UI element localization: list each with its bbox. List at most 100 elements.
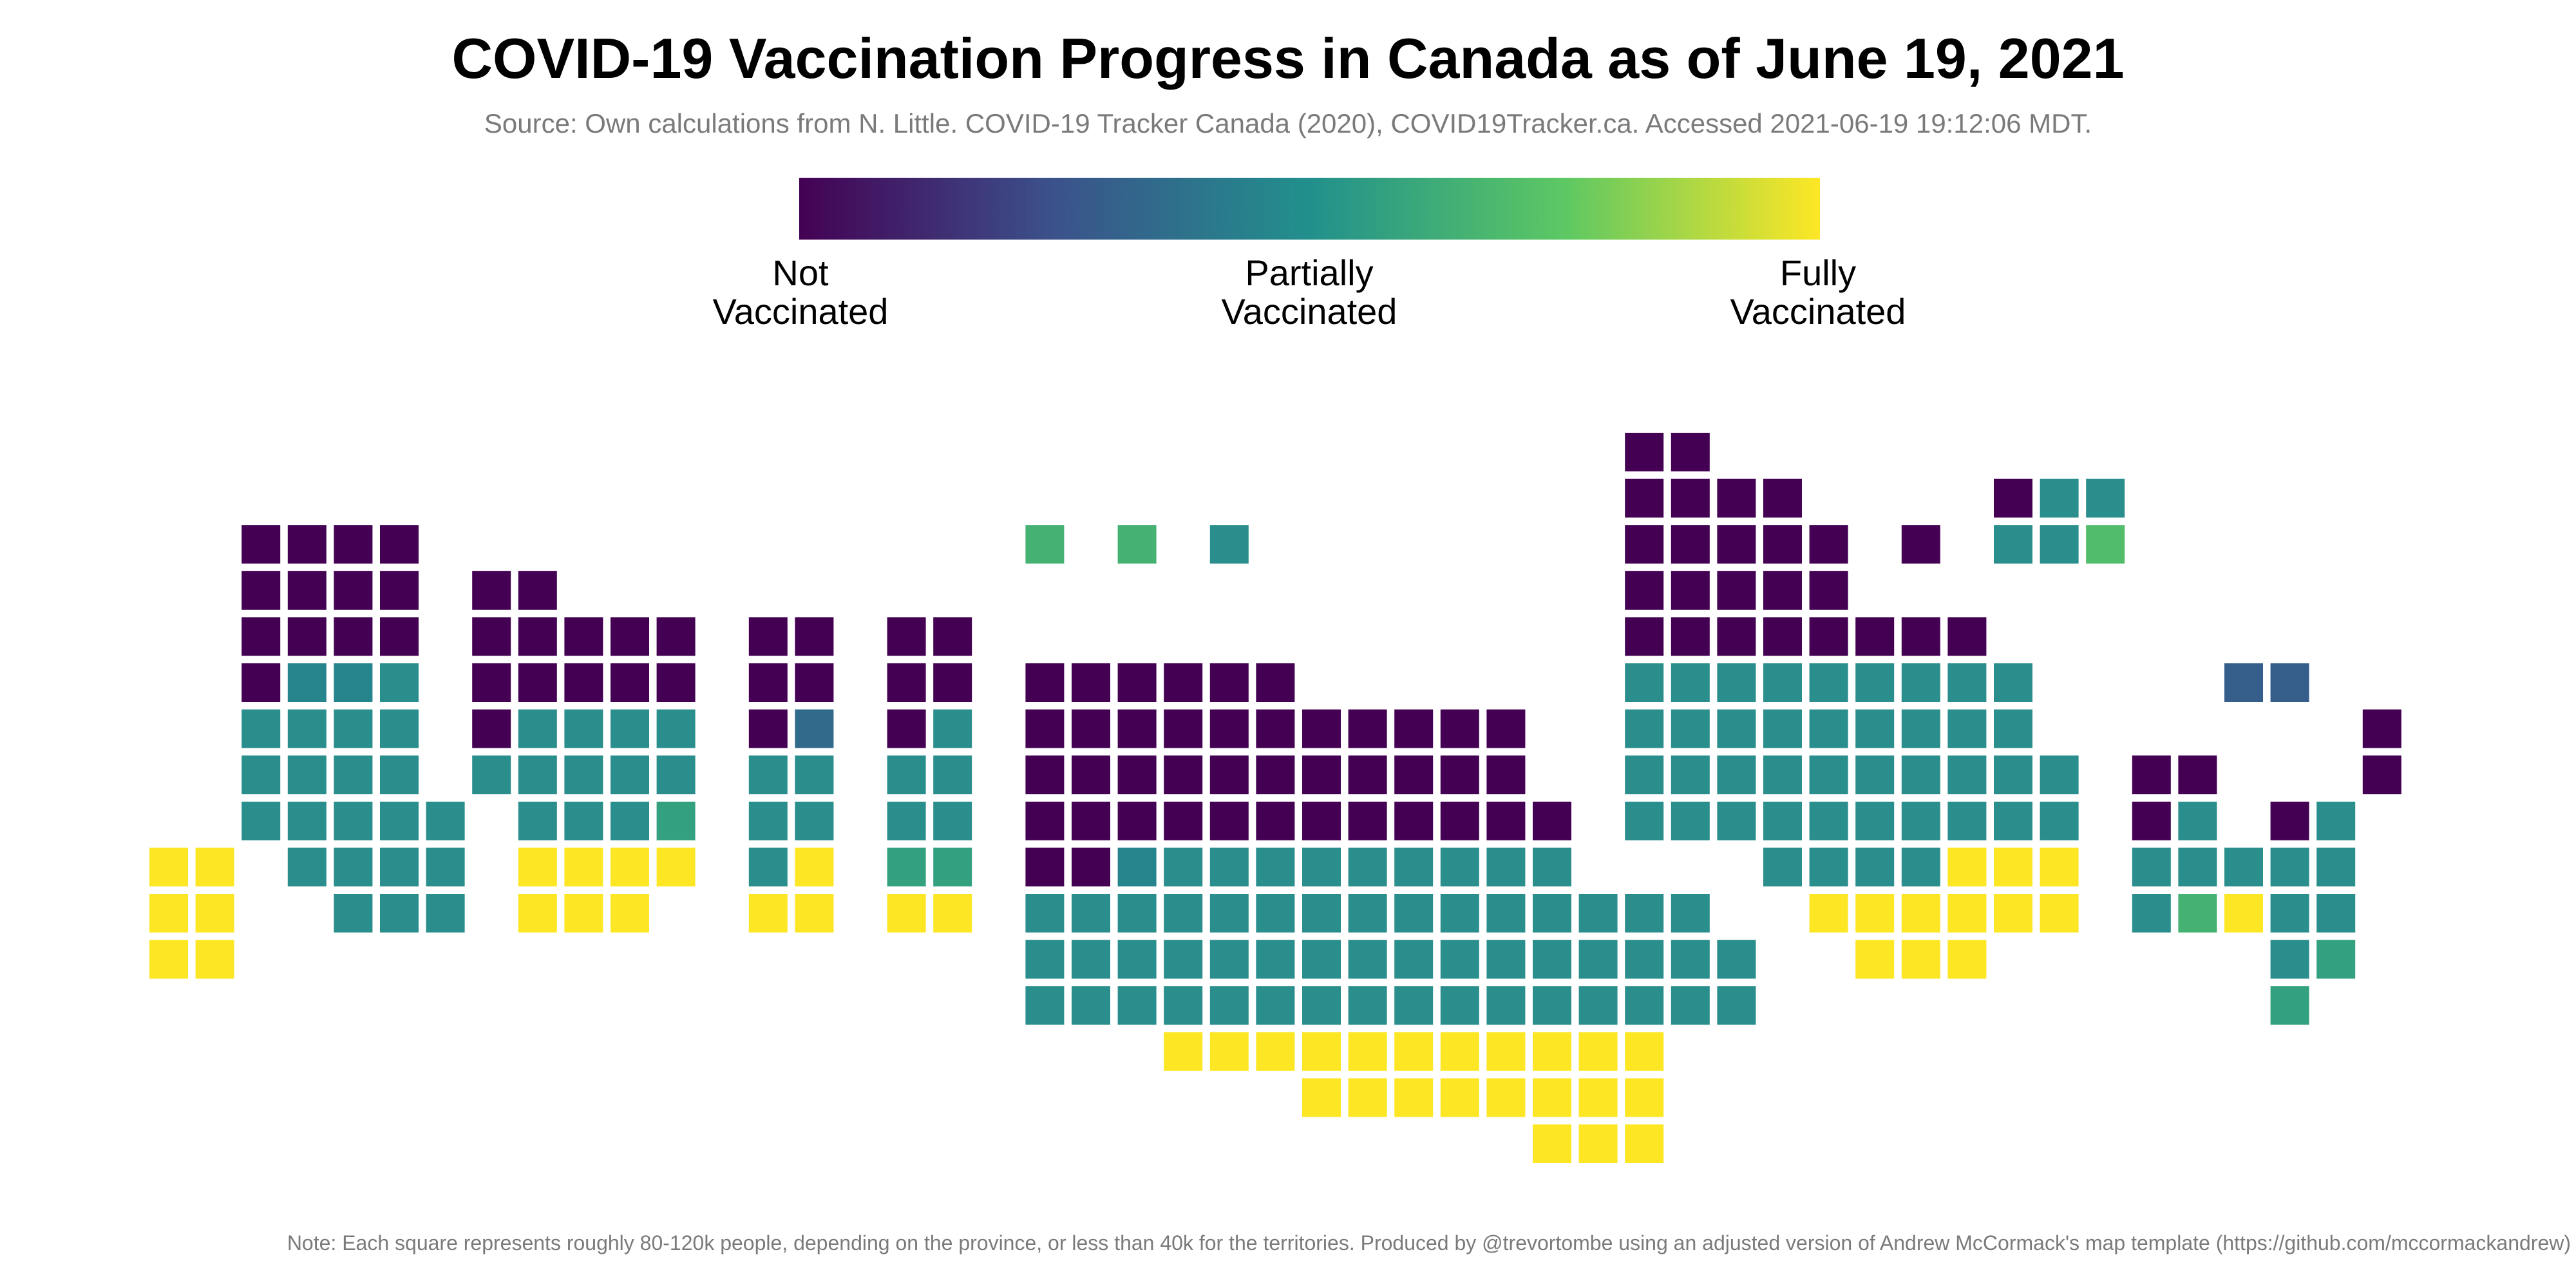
vaccination-tile — [1855, 894, 1895, 933]
vaccination-tile — [1486, 848, 1526, 887]
vaccination-tile — [242, 525, 281, 564]
vaccination-tile — [748, 755, 788, 795]
vaccination-tile — [1256, 848, 1295, 887]
vaccination-tile — [1394, 894, 1434, 933]
legend-label-partially-vaccinated: Partially Vaccinated — [1221, 252, 1397, 332]
vaccination-tile — [242, 801, 281, 840]
vaccination-tile — [611, 663, 649, 702]
vaccination-tile — [1072, 848, 1110, 887]
vaccination-tile — [1117, 709, 1157, 748]
vaccination-tile — [1855, 617, 1895, 656]
vaccination-tile — [287, 801, 327, 840]
vaccination-tile — [1440, 755, 1479, 795]
vaccination-tile — [242, 663, 281, 702]
vaccination-tile — [2040, 525, 2079, 564]
vaccination-tile — [1394, 755, 1434, 795]
vaccination-tile — [1117, 894, 1157, 933]
vaccination-tile — [1717, 478, 1756, 518]
vaccination-tile — [795, 617, 834, 656]
vaccination-tile — [518, 801, 557, 840]
vaccination-tile — [1901, 709, 1940, 748]
vaccination-tile — [611, 709, 649, 748]
vaccination-tile — [1164, 940, 1203, 979]
vaccination-tile — [334, 848, 373, 887]
vaccination-tile — [2178, 801, 2217, 840]
vaccination-tile — [1164, 986, 1203, 1025]
vaccination-tile — [1855, 755, 1895, 795]
vaccination-tile-map — [149, 433, 2401, 1163]
vaccination-tile — [1994, 801, 2032, 840]
vaccination-tile — [1440, 940, 1479, 979]
vaccination-tile — [1947, 894, 1987, 933]
vaccination-tile — [472, 663, 511, 702]
vaccination-tile — [1209, 801, 1249, 840]
vaccination-tile — [1671, 940, 1710, 979]
vaccination-tile — [1072, 894, 1110, 933]
vaccination-tile — [1809, 755, 1848, 795]
vaccination-tile — [1855, 940, 1895, 979]
vaccination-tile — [518, 571, 557, 610]
vaccination-tile — [1302, 709, 1341, 748]
vaccination-tile — [656, 801, 696, 840]
vaccination-tile — [472, 709, 511, 748]
vaccination-tile — [334, 801, 373, 840]
vaccination-tile — [656, 617, 696, 656]
vaccination-tile — [2132, 755, 2171, 795]
vaccination-tile — [748, 894, 788, 933]
vaccination-tile — [149, 894, 188, 933]
vaccination-tile — [1533, 801, 1571, 840]
vaccination-tile — [1809, 663, 1848, 702]
vaccination-tile — [1486, 1078, 1526, 1117]
vaccination-tile — [472, 755, 511, 795]
vaccination-tile — [1072, 663, 1110, 702]
vaccination-tile — [380, 709, 419, 748]
vaccination-tile — [2316, 848, 2356, 887]
vaccination-tile — [2178, 894, 2217, 933]
vaccination-tile — [380, 801, 419, 840]
vaccination-tile — [1533, 940, 1571, 979]
vaccination-tile — [1302, 1078, 1341, 1117]
vaccination-tile — [1533, 894, 1571, 933]
vaccination-tile — [933, 894, 972, 933]
vaccination-tile — [380, 848, 419, 887]
vaccination-tile — [1348, 940, 1387, 979]
vaccination-tile — [1855, 709, 1895, 748]
vaccination-tile — [518, 755, 557, 795]
vaccination-tile — [426, 894, 465, 933]
vaccination-tile — [380, 663, 419, 702]
vaccination-tile — [1809, 848, 1848, 887]
vaccination-tile — [1671, 801, 1710, 840]
vaccination-tile — [1209, 894, 1249, 933]
vaccination-tile — [1763, 571, 1802, 610]
vaccination-tile — [1625, 986, 1664, 1025]
vaccination-tile — [1994, 894, 2032, 933]
vaccination-tile — [287, 755, 327, 795]
vaccination-tile — [1625, 1124, 1664, 1163]
vaccination-tile — [1348, 755, 1387, 795]
vaccination-tile — [1348, 986, 1387, 1025]
vaccination-tile — [795, 755, 834, 795]
vaccination-tile — [1671, 755, 1710, 795]
vaccination-tile — [472, 617, 511, 656]
vaccination-tile — [1209, 986, 1249, 1025]
vaccination-tile — [2270, 894, 2309, 933]
vaccination-tile — [1763, 663, 1802, 702]
vaccination-tile — [1117, 755, 1157, 795]
vaccination-tile — [1578, 940, 1618, 979]
vaccination-tile — [1302, 755, 1341, 795]
vaccination-tile — [1947, 617, 1987, 656]
vaccination-tile — [1994, 478, 2032, 518]
vaccination-tile — [1486, 801, 1526, 840]
vaccination-tile — [1486, 894, 1526, 933]
vaccination-tile — [1625, 894, 1664, 933]
vaccination-tile — [1994, 848, 2032, 887]
vaccination-tile — [1440, 894, 1479, 933]
vaccination-tile — [1809, 525, 1848, 564]
vaccination-tile — [1025, 894, 1065, 933]
vaccination-tile — [564, 617, 603, 656]
vaccination-tile — [1625, 525, 1664, 564]
vaccination-tile — [1440, 709, 1479, 748]
vaccination-tile — [242, 617, 281, 656]
vaccination-tile — [795, 894, 834, 933]
vaccination-tile — [2270, 801, 2309, 840]
